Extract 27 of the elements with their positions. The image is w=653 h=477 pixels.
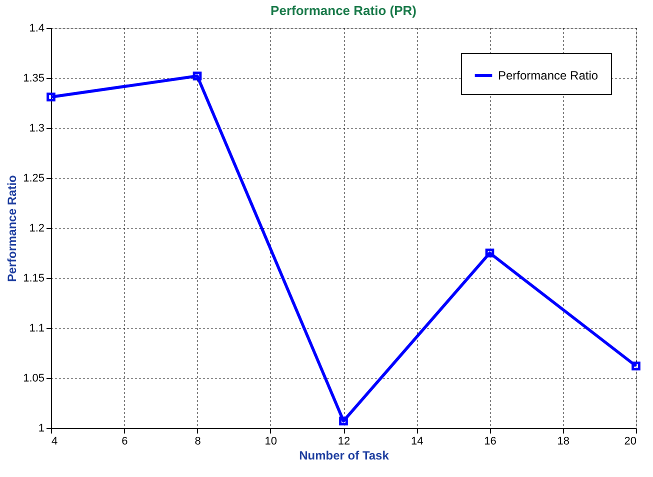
- x-tick-label: 10: [264, 436, 277, 448]
- x-tick-label: 18: [557, 436, 570, 448]
- y-tick-label: 1.35: [23, 72, 44, 84]
- x-tick-label: 4: [52, 436, 58, 448]
- x-tick-label: 12: [338, 436, 350, 448]
- x-tick-label: 14: [411, 436, 424, 448]
- y-tick-label: 1.05: [23, 372, 44, 384]
- x-tick-label: 8: [194, 436, 201, 448]
- y-tick-label: 1.15: [23, 272, 44, 284]
- point: [46, 92, 56, 102]
- y-tick-label: 1.4: [29, 22, 44, 34]
- point: [485, 248, 494, 258]
- y-tick-label: 1.1: [29, 322, 44, 334]
- x-tick-label: 20: [624, 436, 636, 448]
- chart-title: Performance Ratio (PR): [270, 3, 416, 18]
- point: [339, 416, 348, 426]
- point: [632, 362, 640, 370]
- y-tick-label: 1.25: [23, 172, 44, 184]
- y-tick-label: 1.3: [29, 122, 44, 134]
- x-tick-label: 16: [484, 436, 496, 448]
- x-tick-label: 6: [122, 436, 128, 448]
- x-axis-title: Number of Task: [299, 448, 390, 462]
- y-axis-title: Performance Ratio: [5, 175, 20, 282]
- y-tick-label: 1.2: [29, 222, 44, 234]
- point: [192, 72, 202, 80]
- y-tick-label: 1: [38, 422, 44, 434]
- legend-label: Performance Ratio: [498, 68, 598, 82]
